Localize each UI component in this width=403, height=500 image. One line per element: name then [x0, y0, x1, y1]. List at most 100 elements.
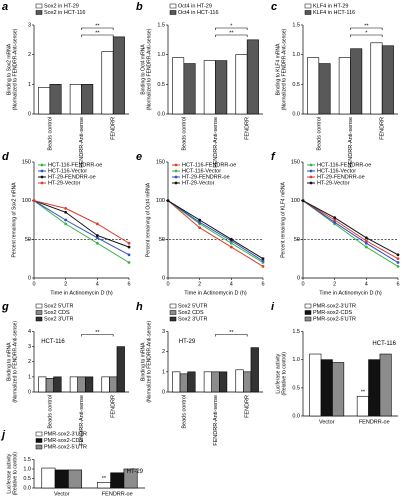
annotation: **: [229, 30, 234, 36]
series-line: [33, 200, 130, 256]
bar: [235, 369, 244, 393]
legend-label: HT-29-Vector: [48, 180, 81, 186]
legend-label: Sox2 CDS: [178, 310, 204, 316]
x-tick-label: Beads control: [47, 395, 53, 429]
significance-bracket: [81, 27, 114, 30]
bar: [123, 468, 138, 489]
legend-swatch: [35, 431, 43, 437]
y-tick-label: 3: [28, 22, 31, 28]
x-tick-label: 4: [96, 281, 99, 287]
bar: [338, 57, 351, 115]
y-tick-label: 0: [162, 275, 165, 281]
y-axis-label: Binding to KLF4 mRNA: [275, 43, 281, 95]
data-point: [95, 222, 99, 226]
legend-swatch: [169, 310, 177, 315]
legend-swatch: [35, 310, 43, 315]
subtitle: HCT-116: [41, 339, 65, 345]
legend-label: Oct4 in HT-29: [178, 3, 212, 9]
series-line: [33, 200, 130, 244]
y-tick-label: 50: [159, 237, 165, 243]
legend-label: Sox2 5'UTR: [44, 303, 74, 309]
y-tick-label: 0.0: [23, 485, 31, 491]
y-tick-label: 0: [297, 275, 300, 281]
legend-swatch: [35, 316, 43, 322]
bar: [112, 36, 125, 115]
x-tick-label: FENDRR: [380, 117, 386, 140]
series-line: [302, 200, 399, 260]
data-point: [229, 241, 233, 245]
bar: [215, 60, 228, 115]
data-point: [364, 241, 368, 245]
x-tick-label: 0: [166, 281, 169, 287]
y-tick-label: 0.5: [157, 82, 165, 88]
bar: [81, 84, 94, 115]
panel-letter: e: [136, 151, 142, 163]
x-tick-label: 0: [301, 281, 304, 287]
legend-label: HCT-116-Vector: [317, 168, 356, 174]
legend-marker: [309, 163, 313, 167]
y-tick-label: 0.0: [292, 111, 300, 117]
legend-label: PMR-sox2-3'UTR: [44, 431, 87, 437]
series-line: [167, 200, 264, 262]
bar: [203, 60, 216, 115]
x-tick-label: FENDRR-Anti-sense: [213, 117, 219, 168]
x-axis-label: Time in Actinomycin D (h): [184, 290, 247, 296]
legend-swatch: [169, 316, 177, 322]
data-point: [127, 241, 131, 245]
x-tick-label: 4: [365, 281, 368, 287]
bar: [250, 347, 259, 393]
bar: [350, 48, 363, 115]
bar: [318, 63, 331, 115]
legend-marker: [174, 169, 178, 173]
y-tick-label: 0.5: [292, 82, 300, 88]
series-line: [33, 200, 130, 263]
x-tick-label: FENDRR-oe: [102, 491, 133, 497]
x-tick-label: FENDRR: [245, 395, 251, 418]
panel-letter: g: [1, 301, 9, 313]
significance-bracket: [215, 34, 248, 37]
data-point: [261, 265, 265, 268]
y-tick-label: 0: [28, 111, 31, 117]
series-line: [302, 200, 399, 267]
data-point: [127, 253, 131, 257]
subtitle: HT-29: [179, 339, 196, 345]
y-tick-label: 150: [22, 159, 31, 165]
data-point: [261, 257, 265, 261]
y-tick-label: 1: [28, 82, 31, 88]
panel-letter: f: [271, 151, 276, 163]
bar: [172, 57, 185, 115]
y-tick-label: 0.5: [292, 385, 300, 391]
bar: [41, 467, 56, 489]
y-axis-label: Luciferase activity: [6, 453, 12, 493]
legend-label: Sox2 CDS: [44, 310, 70, 316]
bar: [53, 376, 62, 393]
y-axis-label: (Normalized to FENDRR-Anti-sense): [146, 321, 152, 403]
y-tick-label: 0.5: [23, 476, 31, 482]
data-point: [64, 218, 68, 222]
x-tick-label: 6: [127, 281, 130, 287]
legend-marker: [40, 169, 44, 173]
x-tick-label: Beads control: [47, 117, 53, 151]
y-tick-label: 1: [162, 369, 165, 375]
legend-swatch: [304, 10, 312, 15]
significance-bracket: [215, 27, 248, 30]
legend-swatch: [35, 303, 43, 309]
legend-label: Sox2 in HCT-116: [44, 10, 85, 16]
x-axis-label: Time in Actinomycin D (h): [319, 290, 382, 296]
legend-swatch: [35, 438, 43, 443]
annotation: **: [361, 390, 366, 396]
legend-label: PMR-sox2-CDS: [313, 310, 352, 316]
bar: [109, 376, 118, 393]
y-tick-label: 50: [25, 237, 31, 243]
data-point: [64, 207, 68, 210]
x-axis-label: Time in Actinomycin D (h): [50, 290, 113, 296]
y-tick-label: 1.0: [23, 466, 31, 472]
y-tick-label: 1.0: [292, 357, 300, 363]
legend-swatch: [169, 303, 177, 309]
data-point: [127, 245, 131, 249]
x-tick-label: FENDRR-Anti-sense: [348, 117, 354, 168]
legend-label: KLF4 in HT-29: [313, 3, 348, 9]
x-tick-label: 2: [333, 281, 336, 287]
panel-letter: b: [136, 1, 143, 13]
